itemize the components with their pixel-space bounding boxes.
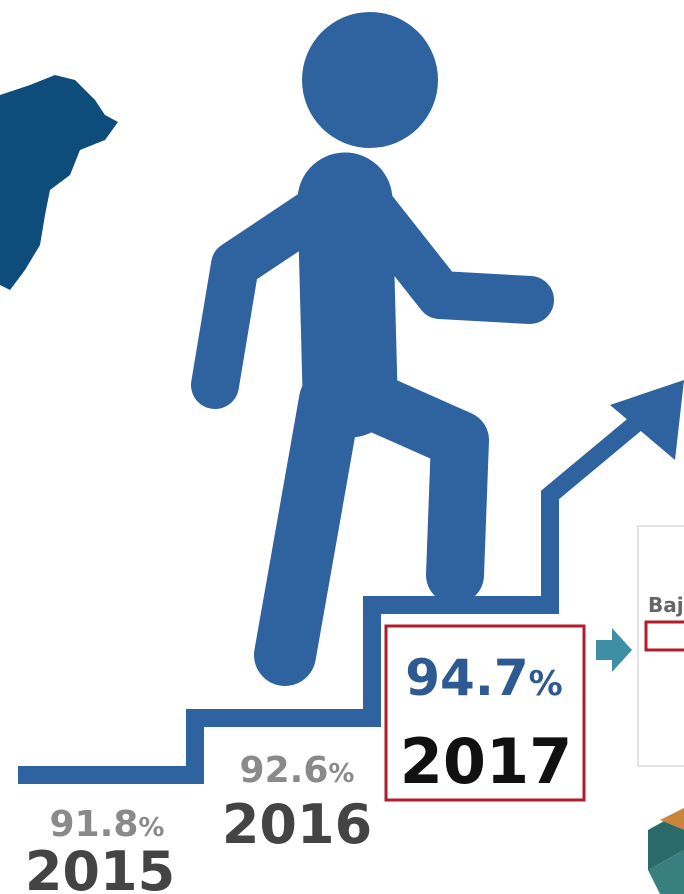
unit: % — [328, 759, 354, 789]
side-panel-box — [644, 620, 684, 652]
value: 91.8 — [50, 804, 139, 845]
pointer-arrow — [596, 628, 632, 672]
person — [191, 12, 554, 686]
unit: % — [138, 813, 164, 843]
value: 92.6 — [240, 750, 329, 791]
step-value: 91.8% — [50, 804, 165, 845]
hex-icon — [648, 808, 684, 894]
stairs — [18, 413, 646, 784]
map — [0, 75, 118, 290]
side-panel-label: Baj — [648, 593, 684, 617]
highlight-box — [384, 624, 586, 802]
step-year: 2017 — [400, 725, 573, 798]
unit: % — [529, 664, 563, 704]
step-value: 94.7% — [405, 649, 562, 707]
arrow-head — [610, 380, 684, 460]
step-year: 2016 — [222, 793, 372, 856]
step-value: 92.6% — [240, 750, 355, 791]
value: 94.7 — [405, 649, 528, 707]
step-year: 2015 — [25, 840, 175, 894]
